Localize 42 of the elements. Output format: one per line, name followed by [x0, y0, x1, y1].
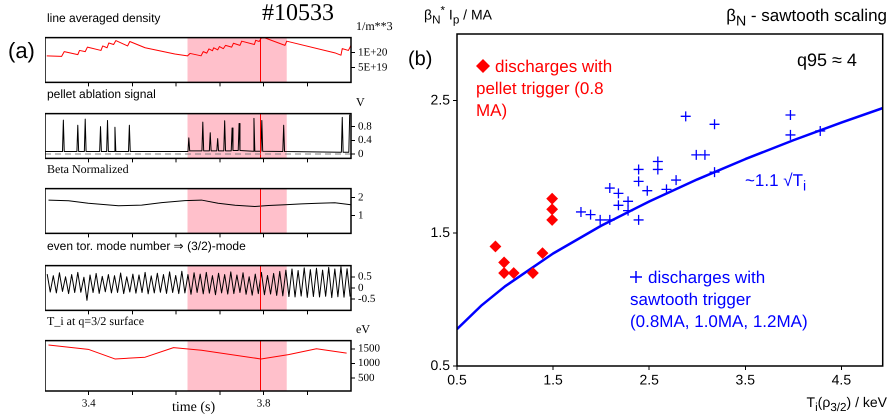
chart-title: β$_{N}$ - sawtooth scaling	[726, 6, 887, 30]
x-tick-label: 3.8	[256, 397, 271, 410]
y-tick-label: 0.8	[358, 120, 372, 132]
x-tick-label: 1.5	[543, 371, 564, 388]
y-tick-label: 0	[358, 282, 364, 294]
y-tick-label: 1	[358, 209, 364, 222]
y-tick-label: 1000	[358, 357, 380, 370]
y-axis-title: β$_{N}$$^{*}$ I$_{p}$ / MA	[424, 4, 492, 26]
y-tick-label: 500	[358, 372, 375, 384]
x-tick-label: 4.5	[832, 371, 852, 388]
x-axis-title: time (s)	[172, 400, 216, 416]
y-tick-label: 1E+20	[358, 46, 388, 58]
text: #10533	[262, 0, 334, 27]
y-tick-label: 1500	[358, 342, 380, 355]
y-axis-title: eV	[356, 322, 370, 337]
y-tick-label: 0	[358, 148, 364, 160]
y-tick-label: 5E+19	[358, 61, 388, 74]
y-tick-label: 2.5	[430, 91, 450, 108]
x-axis-title: T$_{i}$(ρ$_{3/2}$) / keV	[806, 394, 887, 414]
x-tick-label: 2.5	[639, 371, 660, 388]
annotation: q95 ≈ 4	[797, 50, 857, 71]
y-tick-label: 1.5	[430, 224, 450, 240]
y-tick-label: 0.5	[358, 270, 372, 283]
series-label: ~1.1 √T$_{i}$	[745, 171, 806, 194]
chart-title: pellet ablation signal	[47, 87, 156, 101]
y-tick-label: 0.5	[430, 356, 450, 373]
legend-label: discharges with sawtooth trigger (0.8MA, 1.0MA, 1.2MA)	[630, 268, 808, 332]
chart-title: T_i at q=3/2 surface	[47, 314, 144, 329]
y-axis-title: V	[356, 95, 365, 110]
legend-label: discharges with pellet trigger (0.8 MA)	[476, 57, 612, 120]
y-tick-label: 2	[358, 191, 364, 204]
chart-title: line averaged density	[47, 11, 160, 25]
y-axis-title: 1/m**3	[356, 19, 393, 34]
y-tick-label: 0.4	[358, 134, 372, 146]
x-tick-label: 0.5	[447, 371, 467, 388]
text: (a)	[8, 38, 35, 64]
y-tick-label: -0.5	[358, 293, 376, 306]
text: (b)	[408, 48, 432, 71]
chart-title: even tor. mode number ⇒ (3/2)-mode	[47, 239, 246, 253]
chart-title: Beta Normalized	[47, 162, 129, 177]
x-tick-label: 3.5	[736, 371, 756, 388]
x-tick-label: 3.4	[82, 397, 96, 410]
